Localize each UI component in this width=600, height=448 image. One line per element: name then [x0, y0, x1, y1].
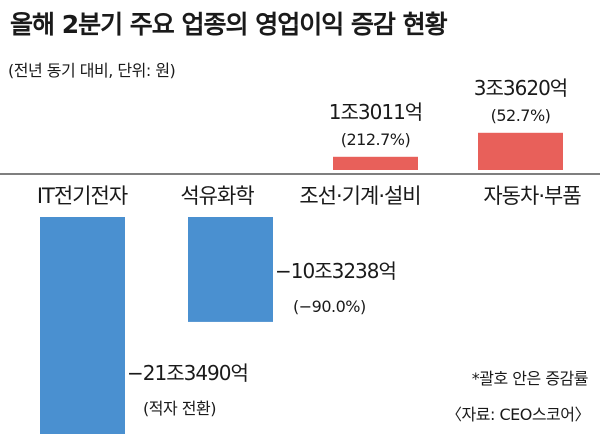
value-label-0: −21조3490억: [127, 361, 248, 385]
bar-1: [188, 217, 273, 322]
bar-2: [333, 156, 418, 170]
value-label-2: 1조3011억: [329, 100, 422, 124]
category-labels-group: IT전기전자 석유화학 조선·기계·설비 자동차·부품: [37, 184, 582, 208]
chart-title: 올해 2분기 주요 업종의 영업이익 증감 현황: [10, 10, 448, 39]
category-label-0: IT전기전자: [37, 184, 128, 208]
value-label-3: 3조3620억: [474, 76, 567, 100]
value-labels-group: −21조3490억 (적자 전환) −10조3238억 (−90.0%) 1조3011억…: [127, 76, 568, 418]
chart-subtitle: (전년 동기 대비, 단위: 원): [8, 61, 175, 80]
pct-label-3: (52.7%): [491, 106, 551, 125]
bar-0: [40, 217, 125, 434]
pct-label-1: (−90.0%): [293, 297, 366, 316]
pct-label-2: (212.7%): [341, 130, 411, 149]
bar-3: [478, 132, 563, 170]
value-label-1: −10조3238억: [275, 259, 396, 283]
bars-group: [40, 132, 563, 434]
category-label-1: 석유화학: [180, 184, 254, 208]
category-label-2: 조선·기계·설비: [299, 184, 420, 208]
source-note: 〈자료: CEO스코어〉: [446, 405, 590, 424]
pct-label-0: (적자 전환): [143, 399, 216, 418]
footnote: *괄호 안은 증감률: [472, 369, 588, 388]
category-label-3: 자동차·부품: [483, 184, 581, 208]
